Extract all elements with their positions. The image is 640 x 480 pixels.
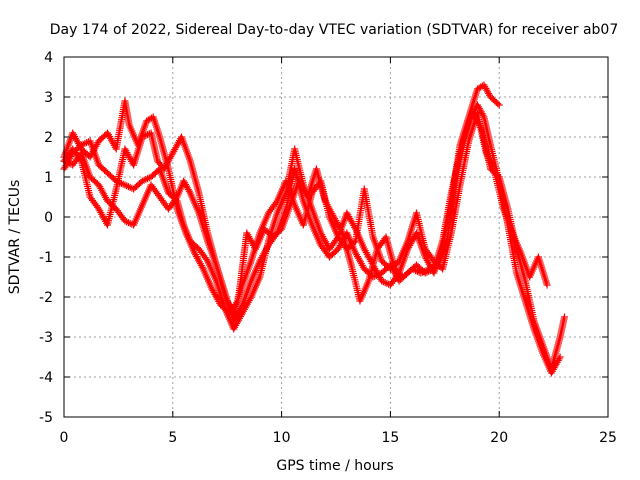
y-tick-label: 1 <box>44 170 53 186</box>
data-point <box>202 255 210 263</box>
y-tick-label: -2 <box>39 290 53 306</box>
y-tick-label: 4 <box>44 50 53 66</box>
chart-title: Day 174 of 2022, Sidereal Day-to-day VTE… <box>50 22 619 38</box>
x-tick-labels: 0 5 10 15 20 25 <box>60 430 617 446</box>
x-tick-label: 5 <box>168 430 177 446</box>
y-tick-label: 2 <box>44 130 53 146</box>
data-point <box>560 313 568 321</box>
y-tick-label: 3 <box>44 90 53 106</box>
x-axis-label: GPS time / hours <box>276 458 393 474</box>
data-point <box>185 187 193 195</box>
x-tick-label: 20 <box>490 430 508 446</box>
y-tick-label: -3 <box>39 330 53 346</box>
data-point <box>495 101 503 109</box>
y-axis-label: SDTVAR / TECUs <box>7 180 23 295</box>
x-tick-label: 0 <box>60 430 69 446</box>
y-tick-label: -4 <box>39 370 53 386</box>
plot-frame <box>63 56 609 418</box>
data-point <box>494 100 502 108</box>
x-tick-label: 25 <box>599 430 617 446</box>
x-tick-label: 15 <box>381 430 399 446</box>
y-tick-label: -5 <box>39 410 53 426</box>
series-trace-3 <box>60 97 568 373</box>
data-point <box>76 155 84 163</box>
y-tick-labels: -5 -4 -3 -2 -1 0 1 2 3 4 <box>39 50 53 426</box>
data-marks <box>60 81 568 377</box>
grid-lines <box>64 57 608 417</box>
axis-ticks <box>63 56 609 418</box>
x-tick-label: 10 <box>273 430 291 446</box>
data-point <box>543 281 551 289</box>
series-trace-4 <box>60 109 551 317</box>
data-point <box>272 199 280 207</box>
y-tick-label: -1 <box>39 250 53 266</box>
y-tick-label: 0 <box>44 210 53 226</box>
